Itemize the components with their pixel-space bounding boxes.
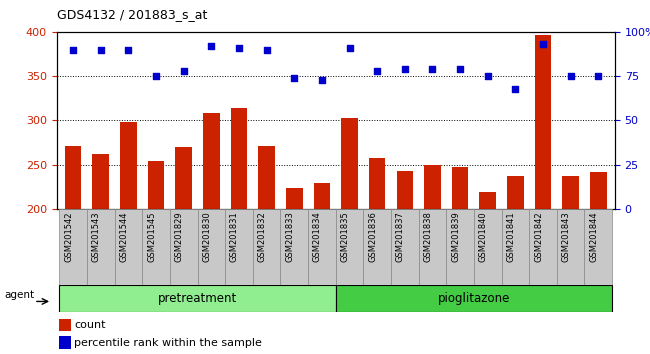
Text: GSM201838: GSM201838 (423, 211, 432, 262)
Text: GSM201843: GSM201843 (562, 211, 571, 262)
Point (344, 45, 355, 51)
Text: GSM201844: GSM201844 (590, 211, 598, 262)
Point (593, 73, 603, 79)
Bar (391, 209, 419, 285)
Point (179, 68, 189, 74)
Point (234, 45, 244, 51)
Bar (396, 171, 413, 354)
Bar (225, 209, 253, 285)
Bar (253, 209, 280, 285)
Bar (502, 209, 529, 285)
Text: GSM201840: GSM201840 (479, 211, 488, 262)
Bar (170, 209, 198, 285)
Point (68, 47, 79, 52)
Bar (313, 183, 330, 354)
Point (261, 47, 272, 52)
Bar (280, 209, 308, 285)
Bar (308, 209, 335, 285)
Bar (142, 209, 170, 285)
Bar (59, 336, 70, 349)
Bar (341, 118, 358, 354)
Text: GSM201830: GSM201830 (202, 211, 211, 262)
Text: GSM201829: GSM201829 (175, 211, 184, 262)
Point (96, 47, 106, 52)
Bar (120, 122, 136, 354)
Bar (114, 209, 142, 285)
Bar (203, 113, 220, 354)
Bar (336, 209, 363, 285)
Text: GSM201835: GSM201835 (341, 211, 350, 262)
Text: agent: agent (5, 290, 34, 300)
Bar (480, 192, 496, 354)
Bar (424, 165, 441, 354)
Bar (176, 147, 192, 354)
Point (482, 73, 493, 79)
Text: GSM201842: GSM201842 (534, 211, 543, 262)
Text: GSM201837: GSM201837 (396, 211, 405, 262)
Text: GSM201545: GSM201545 (147, 211, 156, 262)
Bar (535, 34, 551, 354)
Point (151, 73, 161, 79)
Bar (286, 188, 302, 354)
Text: pretreatment: pretreatment (158, 292, 237, 305)
Bar (65, 146, 81, 354)
Point (124, 47, 134, 52)
Bar (584, 209, 612, 285)
Text: GSM201542: GSM201542 (64, 211, 73, 262)
Point (372, 68, 382, 74)
Text: GSM201839: GSM201839 (451, 211, 460, 262)
Text: GSM201836: GSM201836 (368, 211, 377, 262)
Point (206, 43, 216, 49)
Bar (198, 209, 225, 285)
Bar (507, 176, 524, 354)
Bar (258, 146, 275, 354)
Point (538, 41, 548, 47)
Bar (231, 108, 247, 354)
Bar (474, 209, 502, 285)
Bar (148, 161, 164, 354)
Point (510, 86, 521, 91)
Bar (369, 158, 385, 354)
Point (427, 66, 437, 72)
Bar (87, 209, 114, 285)
Text: percentile rank within the sample: percentile rank within the sample (74, 338, 263, 348)
Bar (92, 154, 109, 354)
Point (289, 75, 300, 81)
Bar (529, 209, 557, 285)
Point (400, 66, 410, 72)
Text: GSM201834: GSM201834 (313, 211, 322, 262)
Bar (59, 319, 70, 331)
Bar (562, 176, 579, 354)
Point (566, 73, 576, 79)
Bar (590, 172, 606, 354)
Bar (336, 285, 612, 312)
Bar (452, 167, 469, 354)
Text: pioglitazone: pioglitazone (437, 292, 510, 305)
Point (317, 77, 327, 82)
Bar (363, 209, 391, 285)
Bar (59, 209, 87, 285)
Text: GSM201833: GSM201833 (285, 211, 294, 262)
Text: count: count (74, 320, 106, 330)
Text: GSM201841: GSM201841 (506, 211, 515, 262)
Text: GSM201831: GSM201831 (230, 211, 239, 262)
Text: GSM201543: GSM201543 (92, 211, 101, 262)
Text: GSM201832: GSM201832 (257, 211, 266, 262)
Bar (447, 209, 474, 285)
Point (455, 66, 465, 72)
Bar (59, 285, 335, 312)
Text: GDS4132 / 201883_s_at: GDS4132 / 201883_s_at (57, 8, 207, 21)
Bar (557, 209, 584, 285)
Bar (419, 209, 447, 285)
Text: GSM201544: GSM201544 (120, 211, 129, 262)
